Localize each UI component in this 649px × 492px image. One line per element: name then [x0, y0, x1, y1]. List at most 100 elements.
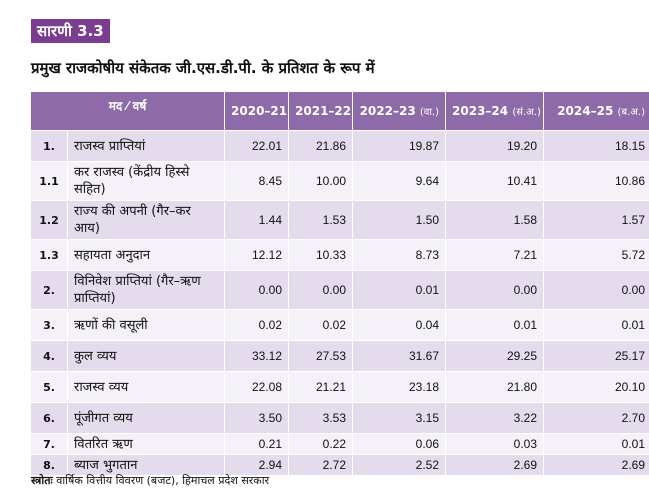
cell-value: 0.00	[445, 270, 545, 310]
cell-value: 8.45	[224, 161, 290, 201]
row-label: ब्याज भुगतान	[66, 454, 226, 476]
cell-value: 2.69	[543, 454, 649, 476]
cell-value: 19.20	[445, 130, 545, 162]
cell-value: 3.22	[445, 402, 545, 434]
cell-value: 1.57	[543, 200, 649, 240]
table-row: 1.3 सहायता अनुदान 12.12 10.33 8.73 7.21 5.72	[30, 239, 649, 271]
cell-value: 21.86	[288, 130, 354, 162]
table-row: 2. विनिवेश प्राप्तियां (गैर–ऋण प्राप्तिया…	[30, 270, 649, 310]
cell-value: 0.04	[352, 309, 447, 341]
row-number: 8.	[30, 454, 68, 476]
cell-value: 0.03	[445, 433, 545, 455]
cell-value: 10.41	[445, 161, 545, 201]
header-year: 2022–23 (वा.)	[352, 91, 447, 131]
cell-value: 5.72	[543, 239, 649, 271]
cell-value: 21.21	[288, 371, 354, 403]
source-note: स्त्रोतः वार्षिक वित्तीय विवरण (बजट), हि…	[31, 473, 269, 488]
cell-value: 9.64	[352, 161, 447, 201]
source-label: स्त्रोतः	[31, 474, 53, 487]
cell-value: 27.53	[288, 340, 354, 372]
cell-value: 2.70	[543, 402, 649, 434]
row-number: 4.	[30, 340, 68, 372]
cell-value: 23.18	[352, 371, 447, 403]
cell-value: 0.00	[288, 270, 354, 310]
table-row: 6. पूंजीगत व्यय 3.50 3.53 3.15 3.22 2.70	[30, 402, 649, 434]
row-number: 2.	[30, 270, 68, 310]
cell-value: 0.21	[224, 433, 290, 455]
table-row: 4. कुल व्यय 33.12 27.53 31.67 29.25 25.17	[30, 340, 649, 372]
table-row: 5. राजस्व व्यय 22.08 21.21 23.18 21.80 20.10	[30, 371, 649, 403]
table-row: 1. राजस्व प्राप्तियां 22.01 21.86 19.87 19.20…	[30, 130, 649, 162]
table-number-badge: सारणी 3.3	[31, 19, 110, 43]
header-year: 2021–22	[288, 91, 354, 131]
cell-value: 7.21	[445, 239, 545, 271]
cell-value: 0.06	[352, 433, 447, 455]
row-number: 1.1	[30, 161, 68, 201]
cell-value: 0.00	[543, 270, 649, 310]
header-year: 2020–21	[224, 91, 290, 131]
cell-value: 0.00	[224, 270, 290, 310]
table-row: 7. वितरित ऋण 0.21 0.22 0.06 0.03 0.01	[30, 433, 649, 455]
cell-value: 22.08	[224, 371, 290, 403]
row-label: कुल व्यय	[66, 340, 226, 372]
header-item-year: मद ⁄ वर्ष	[29, 91, 226, 131]
row-label: सहायता अनुदान	[66, 239, 226, 271]
row-label: राजस्व व्यय	[66, 371, 226, 403]
row-number: 1.3	[30, 239, 68, 271]
cell-value: 0.01	[543, 433, 649, 455]
table-row: 1.1 कर राजस्व (केंद्रीय हिस्से सहित) 8.45 1…	[30, 161, 649, 201]
cell-value: 0.02	[288, 309, 354, 341]
cell-value: 3.53	[288, 402, 354, 434]
cell-value: 0.02	[224, 309, 290, 341]
cell-value: 25.17	[543, 340, 649, 372]
row-number: 5.	[30, 371, 68, 403]
cell-value: 0.01	[543, 309, 649, 341]
cell-value: 1.44	[224, 200, 290, 240]
row-number: 7.	[30, 433, 68, 455]
table-row: 3. ऋणों की वसूली 0.02 0.02 0.04 0.01 0.01	[30, 309, 649, 341]
cell-value: 10.86	[543, 161, 649, 201]
cell-value: 1.58	[445, 200, 545, 240]
cell-value: 3.50	[224, 402, 290, 434]
cell-value: 21.80	[445, 371, 545, 403]
table-title: प्रमुख राजकोषीय संकेतक जी.एस.डी.पी. के प…	[31, 59, 375, 77]
cell-value: 20.10	[543, 371, 649, 403]
cell-value: 2.52	[352, 454, 447, 476]
table-row: 8. ब्याज भुगतान 2.94 2.72 2.52 2.69 2.69	[30, 454, 649, 476]
table-header-row: मद ⁄ वर्ष 2020–21 2021–22 2022–23 (वा.) …	[29, 91, 649, 131]
row-label: विनिवेश प्राप्तियां (गैर–ऋण प्राप्तियां)	[66, 270, 226, 310]
cell-value: 18.15	[543, 130, 649, 162]
cell-value: 2.69	[445, 454, 545, 476]
source-text: वार्षिक वित्तीय विवरण (बजट), हिमाचल प्रद…	[56, 474, 270, 487]
cell-value: 22.01	[224, 130, 290, 162]
row-label: राज्य की अपनी (गैर–कर आय)	[66, 200, 226, 240]
cell-value: 2.72	[288, 454, 354, 476]
header-year: 2023–24 (सं.अ.)	[445, 91, 545, 131]
row-label: पूंजीगत व्यय	[66, 402, 226, 434]
cell-value: 3.15	[352, 402, 447, 434]
cell-value: 1.53	[288, 200, 354, 240]
cell-value: 12.12	[224, 239, 290, 271]
row-number: 1.	[30, 130, 68, 162]
row-label: कर राजस्व (केंद्रीय हिस्से सहित)	[66, 161, 226, 201]
cell-value: 0.22	[288, 433, 354, 455]
cell-value: 8.73	[352, 239, 447, 271]
cell-value: 10.33	[288, 239, 354, 271]
cell-value: 0.01	[445, 309, 545, 341]
cell-value: 1.50	[352, 200, 447, 240]
row-label: ऋणों की वसूली	[66, 309, 226, 341]
cell-value: 33.12	[224, 340, 290, 372]
cell-value: 0.01	[352, 270, 447, 310]
cell-value: 19.87	[352, 130, 447, 162]
table-row: 1.2 राज्य की अपनी (गैर–कर आय) 1.44 1.53 1.50…	[30, 200, 649, 240]
header-year: 2024–25 (ब.अ.)	[543, 91, 649, 131]
row-label: राजस्व प्राप्तियां	[66, 130, 226, 162]
row-number: 3.	[30, 309, 68, 341]
cell-value: 29.25	[445, 340, 545, 372]
row-number: 1.2	[30, 200, 68, 240]
row-label: वितरित ऋण	[66, 433, 226, 455]
cell-value: 31.67	[352, 340, 447, 372]
cell-value: 10.00	[288, 161, 354, 201]
row-number: 6.	[30, 402, 68, 434]
fiscal-indicators-table: मद ⁄ वर्ष 2020–21 2021–22 2022–23 (वा.) …	[29, 91, 649, 476]
